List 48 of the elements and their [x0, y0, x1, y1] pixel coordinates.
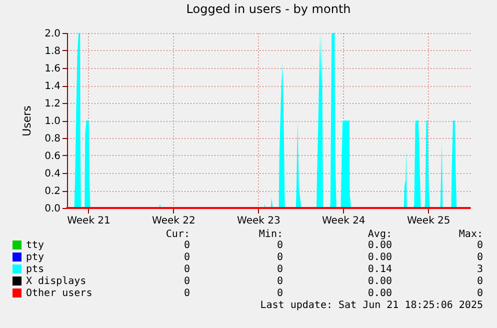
legend-label: tty: [26, 240, 44, 251]
text: 0: [276, 252, 283, 263]
y-tick-label: 0.2: [44, 186, 60, 197]
text: 0: [184, 264, 190, 275]
text: 0: [476, 252, 483, 263]
text: 0: [276, 276, 283, 287]
text: 0: [184, 252, 190, 263]
y-tick-label: 0.6: [44, 151, 60, 162]
y-tick-label: 0.4: [44, 168, 60, 180]
text: 0: [476, 288, 483, 299]
text: Last update: Sat Jun 21 18:25:06 2025: [260, 300, 483, 311]
y-tick-label: 1.2: [44, 98, 60, 110]
text: 0.00: [368, 288, 392, 299]
x-tick-label: Week 22: [152, 216, 196, 226]
text: 0: [476, 276, 483, 287]
legend-label: pty: [26, 252, 44, 263]
text: Min:: [258, 229, 283, 240]
y-tick-label: 1.8: [44, 46, 60, 57]
text: 0.00: [368, 240, 392, 251]
text: Avg:: [368, 229, 392, 240]
y-tick-label: 0.8: [44, 134, 60, 144]
x-tick-label: Week 21: [67, 216, 110, 226]
y-axis-title: Users: [20, 105, 34, 136]
y-tick-label: 1.6: [44, 64, 60, 74]
text: 0: [184, 288, 190, 299]
text: 0: [276, 288, 283, 299]
chart-title: Logged in users - by month: [186, 2, 351, 16]
text: 0: [276, 264, 283, 275]
text: 0.14: [368, 264, 392, 275]
y-tick-label: 2.0: [44, 28, 60, 40]
text: 0.00: [368, 276, 392, 287]
y-tick-label: 1.0: [44, 116, 60, 127]
text: Cur:: [166, 229, 190, 240]
text: 0: [476, 240, 483, 251]
legend-label: pts: [26, 264, 44, 275]
y-tick-label: 1.4: [44, 81, 60, 92]
text: Max:: [458, 229, 483, 240]
x-tick-label: Week 25: [406, 216, 450, 226]
legend-label: X displays: [26, 276, 86, 287]
text: 0: [184, 240, 190, 251]
x-tick-label: Week 24: [322, 216, 366, 226]
legend-label: Other users: [26, 288, 92, 299]
x-tick-label: Week 23: [237, 216, 280, 226]
text: 3: [476, 264, 483, 275]
text: 0: [276, 240, 283, 251]
y-tick-label: 0.0: [44, 204, 60, 214]
text: 0.00: [368, 252, 392, 263]
text: 0: [184, 276, 190, 287]
